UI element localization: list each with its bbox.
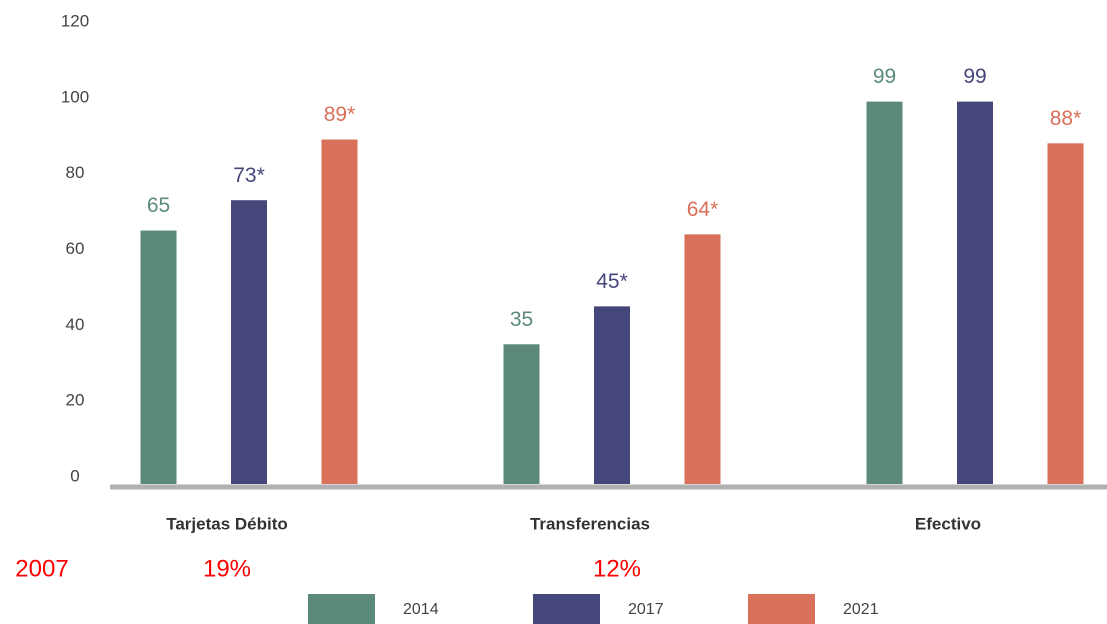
y-tick-label: 60 bbox=[66, 239, 85, 258]
value-label: 45* bbox=[596, 270, 628, 293]
legend-label: 2014 bbox=[403, 601, 439, 618]
value-label: 73* bbox=[233, 164, 265, 187]
y-tick-label: 0 bbox=[70, 466, 79, 485]
legend-swatch bbox=[533, 594, 600, 624]
x-tick-label: Tarjetas Débito bbox=[166, 514, 288, 533]
bar bbox=[140, 230, 177, 484]
legend-label: 2017 bbox=[628, 601, 664, 618]
bar bbox=[1047, 143, 1084, 485]
y-tick-label: 120 bbox=[61, 11, 89, 30]
value-label: 35 bbox=[510, 308, 533, 331]
y-tick-label: 80 bbox=[66, 163, 85, 182]
annotation: 19% bbox=[203, 555, 251, 582]
bar bbox=[321, 139, 358, 484]
y-tick-label: 20 bbox=[66, 391, 85, 410]
legend-swatch bbox=[748, 594, 815, 624]
y-tick-label: 100 bbox=[61, 87, 89, 106]
bar bbox=[503, 344, 540, 484]
legend-swatch bbox=[308, 594, 375, 624]
x-tick-label: Transferencias bbox=[530, 514, 650, 533]
value-label: 64* bbox=[687, 198, 719, 221]
annotation: 12% bbox=[593, 555, 641, 582]
legend-label: 2021 bbox=[843, 601, 879, 618]
value-label: 99 bbox=[963, 65, 986, 88]
bar bbox=[231, 200, 267, 485]
value-label: 89* bbox=[324, 103, 356, 126]
value-label: 88* bbox=[1050, 107, 1082, 130]
bar bbox=[594, 306, 630, 484]
bar bbox=[957, 101, 993, 484]
x-tick-label: Efectivo bbox=[915, 514, 981, 533]
bar bbox=[684, 234, 721, 484]
bar bbox=[866, 101, 903, 484]
value-label: 65 bbox=[147, 194, 170, 217]
annotation: 2007 bbox=[15, 555, 68, 582]
y-tick-label: 40 bbox=[66, 315, 85, 334]
value-label: 99 bbox=[873, 65, 896, 88]
